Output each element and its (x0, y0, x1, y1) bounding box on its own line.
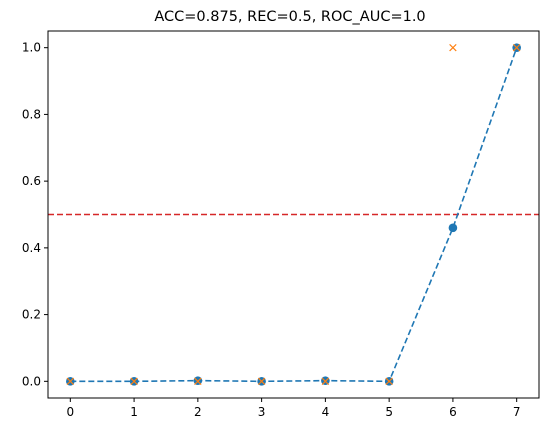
x-tick-label: 3 (258, 405, 266, 419)
y-tick-label: 0.0 (22, 374, 41, 388)
y-tick-label: 0.8 (22, 107, 41, 121)
x-tick-label: 2 (194, 405, 202, 419)
x-tick-label: 6 (449, 405, 457, 419)
x-tick-label: 5 (385, 405, 393, 419)
x-marker-1-3 (257, 377, 266, 386)
x-marker-1-2 (194, 377, 202, 386)
y-tick-label: 1.0 (22, 41, 41, 55)
plot-area (48, 43, 539, 386)
y-tick-label: 0.4 (22, 241, 41, 255)
plot-frame (47, 30, 540, 399)
x-marker-1-7 (512, 43, 521, 52)
x-marker-1-1 (130, 377, 138, 386)
x-tick-label: 7 (513, 405, 521, 419)
x-marker-1-6 (449, 43, 457, 52)
x-axis: 0 1 2 3 4 5 6 7 (66, 398, 521, 419)
x-tick-label: 0 (66, 405, 74, 419)
x-marker-1-0 (66, 377, 75, 386)
y-tick-label: 0.2 (22, 308, 41, 322)
y-tick-label: 0.6 (22, 174, 41, 188)
x-marker-1-4 (321, 377, 330, 386)
chart-title: ACC=0.875, REC=0.5, ROC_AUC=1.0 (154, 9, 425, 25)
x-tick-label: 4 (322, 405, 330, 419)
x-marker-1-5 (385, 377, 393, 386)
data-point-0-6 (448, 223, 458, 233)
y-axis: 0.0 0.2 0.4 0.6 0.8 1.0 (22, 41, 48, 388)
series-line-0 (70, 47, 518, 383)
x-tick-label: 1 (130, 405, 138, 419)
